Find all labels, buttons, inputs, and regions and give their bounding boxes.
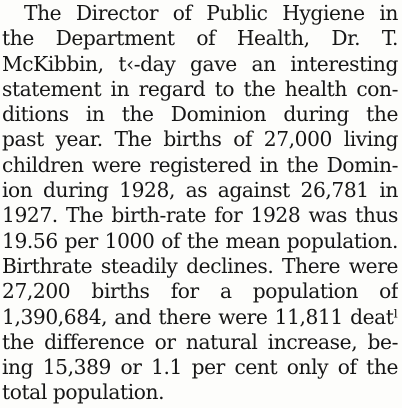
text-line: 27,200 births for a population of — [2, 279, 398, 304]
text-line: the Department of Health, Dr. T. — [2, 26, 398, 51]
text-line: children were registered in the Domin- — [2, 152, 398, 177]
text-line: past year. The births of 27,000 living — [2, 127, 398, 152]
text-line: ing 15,389 or 1.1 per cent only of the — [2, 355, 398, 380]
article-paragraph: The Director of Public Hygiene in the De… — [2, 1, 398, 406]
text-line: McKibbin, t‹-day gave an interesting — [2, 51, 398, 76]
text-line: statement in regard to the health con- — [2, 76, 398, 101]
text-line: Birthrate steadily declines. There were — [2, 253, 398, 278]
text-line: total population. — [2, 380, 165, 405]
text-line: ion during 1928, as against 26,781 in — [2, 178, 398, 203]
text-line: 1,390,684, and there were 11,811 deatˡ — [2, 304, 398, 329]
text-line: ditions in the Dominion during the — [2, 102, 398, 127]
text-line: 1927. The birth-rate for 1928 was thus — [2, 203, 398, 228]
text-line: the difference or natural increase, be- — [2, 329, 398, 354]
text-line: The Director of Public Hygiene in — [24, 1, 398, 25]
text-line: 19.56 per 1000 of the mean population. — [2, 228, 398, 253]
